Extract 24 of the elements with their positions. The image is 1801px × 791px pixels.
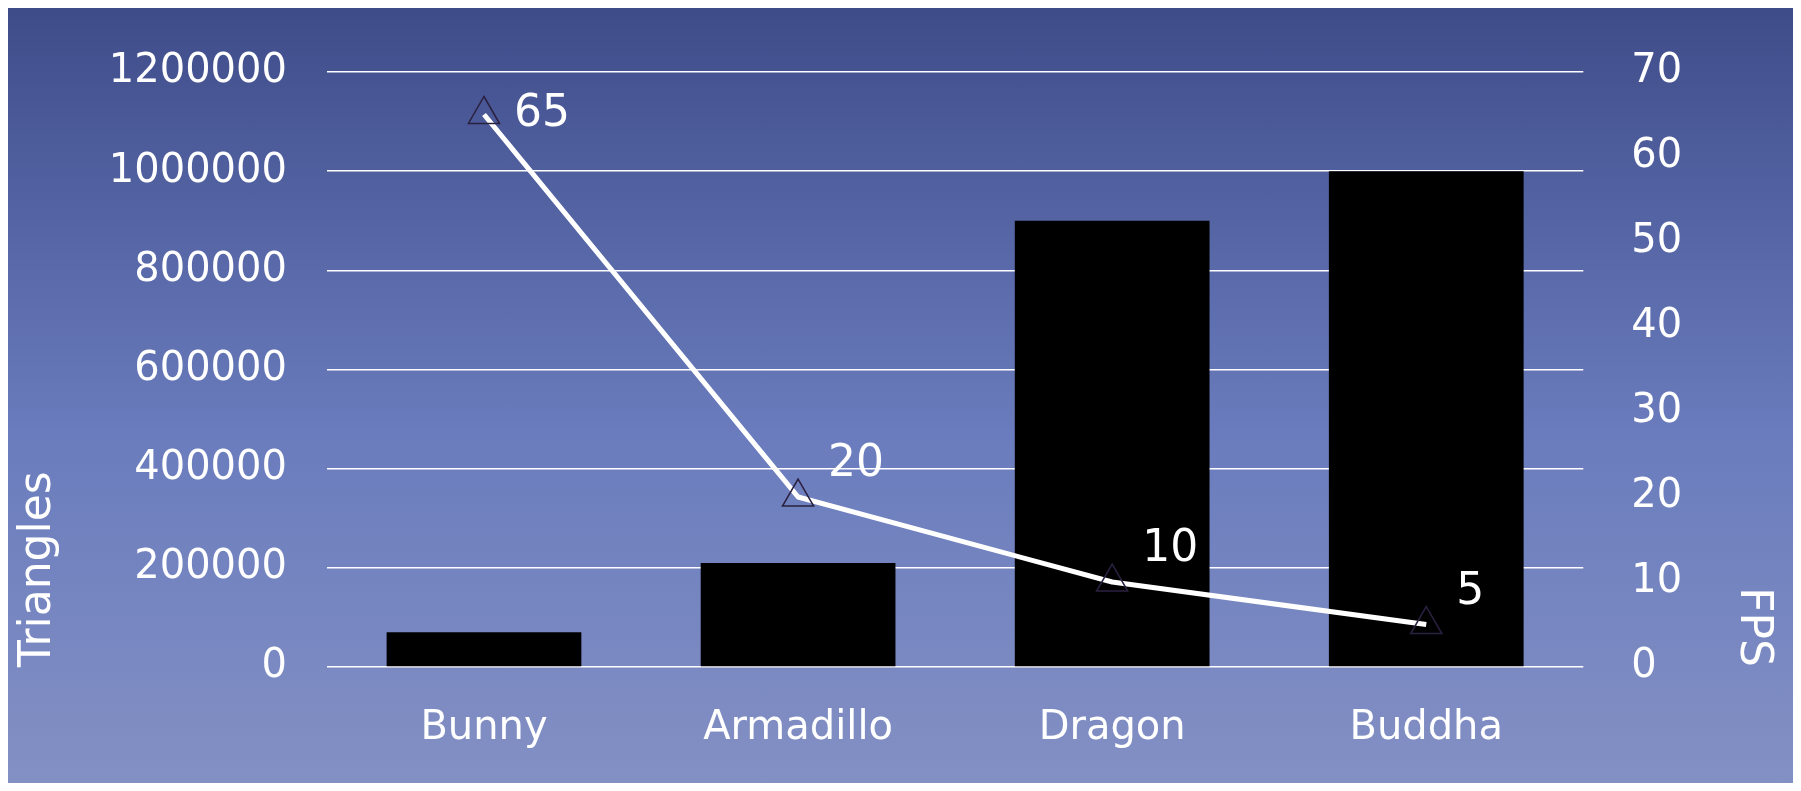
y2-tick-label: 30 [1631, 385, 1683, 432]
y2-tick-label: 20 [1631, 470, 1683, 517]
y2-tick-label: 60 [1631, 130, 1683, 177]
y2-axis-title: FPS [1731, 587, 1783, 667]
y-tick-label: 200000 [134, 541, 287, 588]
y2-tick-label: 50 [1631, 215, 1683, 262]
y-tick-label: 400000 [134, 442, 287, 489]
y2-tick-label: 40 [1631, 300, 1683, 347]
x-tick-label: Bunny [420, 702, 548, 749]
y-tick-label: 0 [261, 640, 287, 687]
y-tick-label: 1000000 [108, 144, 287, 191]
y-axis-title: Triangles [8, 471, 60, 668]
x-tick-label: Armadillo [703, 702, 893, 749]
data-label: 10 [1142, 520, 1199, 572]
y-tick-label: 1200000 [108, 45, 287, 92]
y-tick-label: 600000 [134, 342, 287, 389]
y-tick-label: 800000 [134, 243, 287, 290]
y2-tick-label: 0 [1631, 640, 1657, 687]
x-tick-label: Dragon [1038, 702, 1186, 749]
data-label: 5 [1456, 562, 1485, 614]
y2-tick-label: 10 [1631, 555, 1683, 602]
y2-tick-label: 70 [1631, 45, 1683, 92]
data-label: 65 [513, 84, 570, 136]
x-tick-label: Buddha [1349, 702, 1503, 749]
